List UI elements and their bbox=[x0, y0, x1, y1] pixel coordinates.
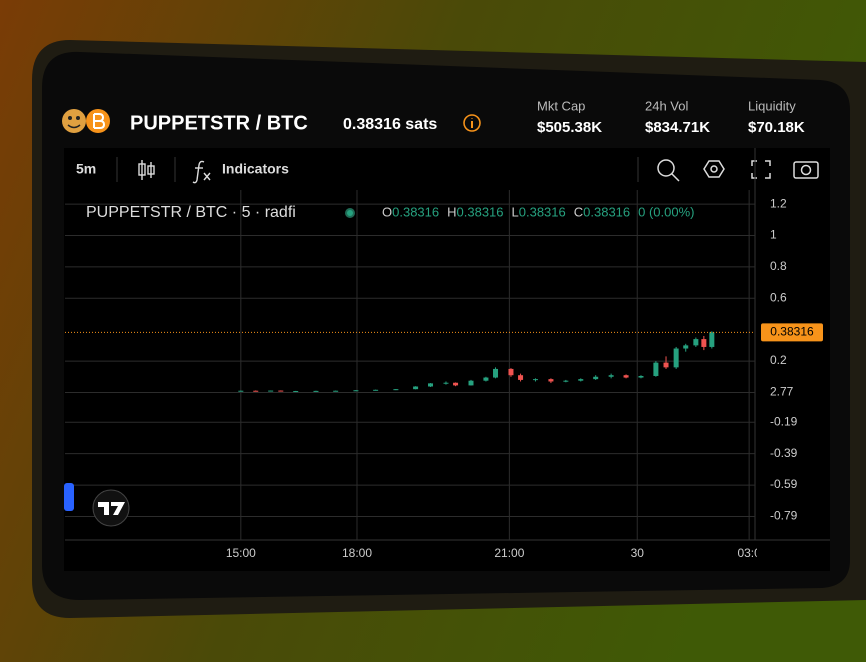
candle-body bbox=[493, 368, 499, 378]
stat-label: Mkt Cap bbox=[537, 98, 585, 113]
y-tick-label: 0.2 bbox=[770, 353, 787, 367]
toolbar-icons[interactable] bbox=[657, 159, 819, 182]
side-tab[interactable] bbox=[64, 483, 74, 511]
status-dot bbox=[347, 210, 353, 216]
stat-value: $505.38K bbox=[537, 119, 602, 136]
indicators-button[interactable]: Indicators bbox=[222, 161, 289, 177]
candle-body bbox=[453, 382, 459, 386]
x-tick-label: 15:00 bbox=[226, 546, 256, 560]
candle-body bbox=[238, 390, 244, 392]
fx-icon[interactable] bbox=[192, 160, 211, 184]
interval-button[interactable]: 5m bbox=[76, 161, 96, 177]
legend-key: L bbox=[512, 204, 519, 219]
candle-body bbox=[393, 389, 399, 391]
candle-body bbox=[428, 383, 434, 387]
last-price-label: 0.38316 bbox=[770, 325, 814, 339]
legend-value: 0.38316 bbox=[583, 204, 630, 219]
y-tick-label: 1.2 bbox=[770, 196, 787, 210]
candle-body bbox=[353, 390, 359, 392]
stat-value: $834.71K bbox=[645, 119, 710, 136]
toolbar-separators bbox=[116, 157, 639, 182]
legend-key: C bbox=[574, 204, 583, 219]
legend-value: 0.38316 bbox=[457, 204, 504, 219]
candle-body bbox=[563, 380, 569, 382]
x-tick-label: 30 bbox=[631, 546, 645, 560]
legend-value: 0.38316 bbox=[392, 204, 439, 219]
candle-body bbox=[483, 377, 489, 381]
candle-body bbox=[709, 332, 715, 347]
candle-body bbox=[623, 375, 629, 378]
info-icon[interactable] bbox=[463, 114, 481, 132]
candle-body bbox=[653, 362, 659, 376]
candle-body bbox=[373, 389, 379, 391]
legend-key: H bbox=[447, 204, 456, 219]
legend-key: O bbox=[382, 204, 392, 219]
candle-body bbox=[508, 368, 514, 376]
token-icons bbox=[62, 109, 110, 133]
chart: 1.2 1 0.8 0.6 0.2 2.77 -0.19 -0.39 -0.59 -0.79 15:… bbox=[65, 148, 830, 560]
candle-body bbox=[593, 376, 599, 380]
y-tick-label: 0.8 bbox=[770, 259, 787, 273]
price: 0.38316 sats bbox=[343, 116, 437, 133]
y-tick-label: -0.19 bbox=[770, 414, 798, 428]
candle-body bbox=[313, 390, 319, 392]
candle-body bbox=[413, 386, 419, 390]
legend-change: 0 (0.00%) bbox=[638, 204, 694, 219]
y-tick-label: 0.6 bbox=[770, 290, 787, 304]
candle-body bbox=[663, 362, 669, 368]
x-tick-label: 03:0 bbox=[737, 546, 761, 560]
pair-name: PUPPETSTR / BTC bbox=[130, 112, 308, 134]
stat-label: 24h Vol bbox=[645, 98, 688, 113]
candle-type-button[interactable] bbox=[138, 160, 155, 180]
candle-body bbox=[278, 390, 284, 392]
candle-body bbox=[443, 382, 449, 384]
y-tick-label: -0.39 bbox=[770, 446, 798, 460]
candle-body bbox=[638, 375, 644, 378]
legend-value: 0.38316 bbox=[519, 204, 566, 219]
stat-value: $70.18K bbox=[748, 119, 805, 136]
candle-body bbox=[701, 339, 707, 347]
candle-body bbox=[608, 375, 614, 377]
x-tick-label: 18:00 bbox=[342, 546, 372, 560]
y-tick-label: -0.79 bbox=[770, 509, 798, 523]
last-price-box bbox=[761, 323, 823, 342]
y-tick-label: 2.77 bbox=[770, 385, 794, 399]
candle-body bbox=[693, 339, 699, 346]
candle-body bbox=[683, 345, 689, 349]
candle-body bbox=[268, 390, 274, 392]
stat-label: Liquidity bbox=[748, 98, 796, 113]
legend-title: PUPPETSTR / BTC · 5 · radfi bbox=[86, 204, 296, 221]
candle-body bbox=[532, 379, 538, 381]
y-tick-label: 1 bbox=[770, 228, 777, 242]
candle-body bbox=[518, 375, 524, 380]
y-tick-label: -0.59 bbox=[770, 477, 798, 491]
candle-body bbox=[548, 379, 554, 382]
candle-body bbox=[293, 391, 299, 393]
x-tick-label: 21:00 bbox=[494, 546, 524, 560]
candle-body bbox=[468, 380, 474, 386]
candle-body bbox=[333, 390, 339, 392]
candle-body bbox=[253, 390, 259, 392]
tradingview-logo[interactable] bbox=[92, 489, 130, 527]
chart-panel bbox=[64, 148, 830, 571]
candle-body bbox=[673, 348, 679, 368]
candle-body bbox=[578, 379, 584, 381]
